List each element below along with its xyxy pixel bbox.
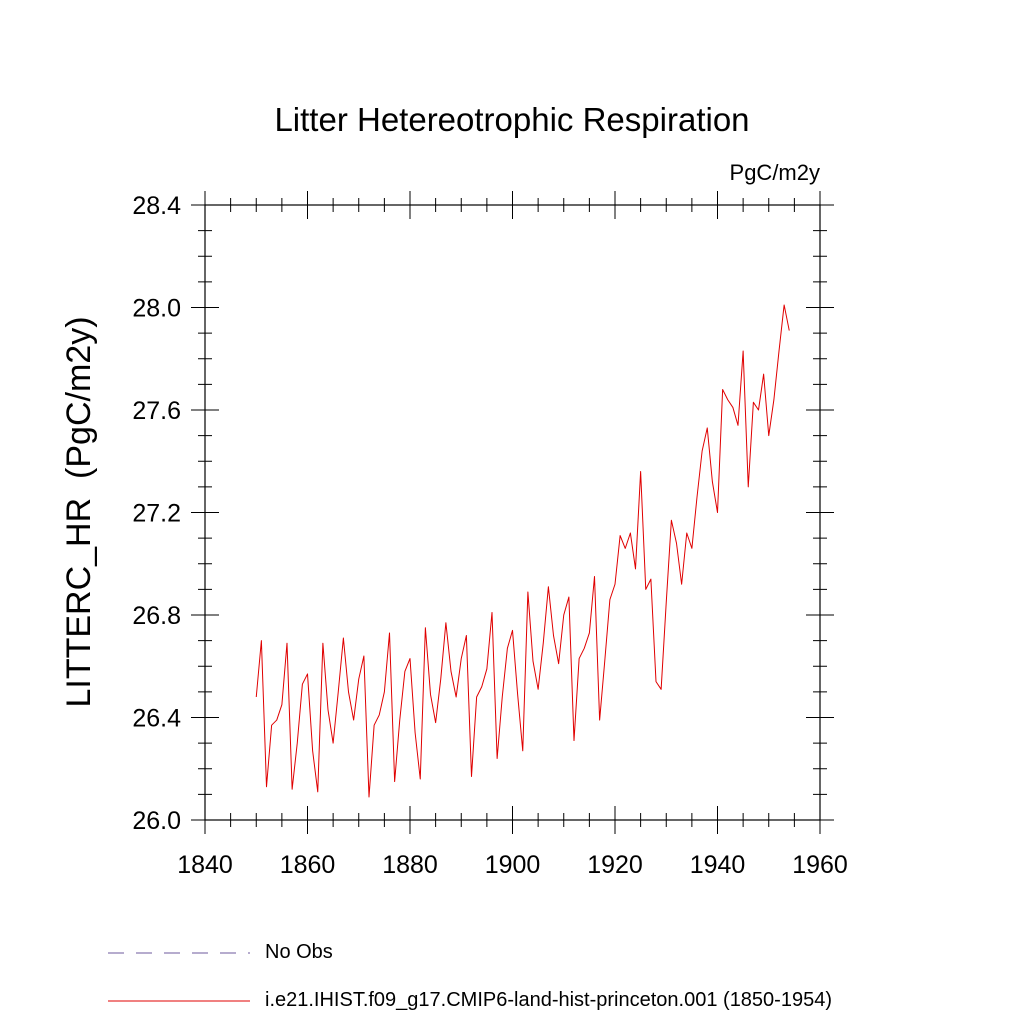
y-tick-label: 28.4	[132, 192, 181, 220]
y-tick-label: 26.0	[132, 807, 181, 835]
units-label: PgC/m2y	[730, 160, 820, 185]
tick-labels-layer: 1840 1860 1880 1900 1920 1940 1960 26.0 26.4 26.8…	[132, 192, 847, 879]
chart-title: Litter Hetereotrophic Respiration	[274, 101, 749, 138]
x-tick-label: 1860	[280, 851, 336, 879]
y-tick-label: 26.4	[132, 705, 181, 733]
plot-frame	[204, 204, 821, 821]
x-tick-label: 1940	[690, 851, 746, 879]
ticks-layer	[191, 191, 834, 834]
x-tick-label: 1960	[792, 851, 848, 879]
series-layer	[255, 304, 790, 798]
x-tick-label: 1920	[587, 851, 643, 879]
y-tick-label: 28.0	[132, 295, 181, 323]
legend-label-no-obs: No Obs	[265, 941, 333, 963]
series-line-0	[255, 304, 790, 798]
x-tick-label: 1900	[485, 851, 541, 879]
y-axis-label: LITTERC_HR (PgC/m2y)	[60, 316, 98, 707]
x-tick-label: 1880	[382, 851, 438, 879]
x-tick-label: 1840	[177, 851, 233, 879]
y-tick-label: 26.8	[132, 602, 181, 630]
legend-label-model: i.e21.IHIST.f09_g17.CMIP6-land-hist-prin…	[265, 989, 832, 1011]
y-tick-label: 27.2	[132, 500, 181, 528]
y-tick-label: 27.6	[132, 397, 181, 425]
